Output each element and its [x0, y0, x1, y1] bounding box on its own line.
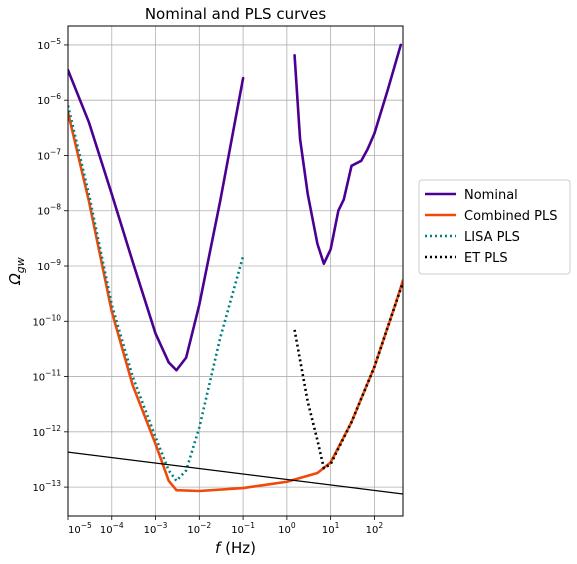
legend-frame: [418, 179, 571, 275]
nominal-line: [68, 68, 245, 372]
x-tick-label: 10−2: [187, 521, 211, 536]
x-tick-label: 10−1: [231, 521, 255, 536]
y-axis-label: Ωgw: [6, 257, 27, 285]
y-tick-label: 10−6: [37, 92, 61, 107]
legend: Nominal Combined PLS LISA PLS ET PLS: [418, 179, 571, 275]
et-pls-line: [293, 282, 403, 470]
x-axis: 10−5 10−4 10−3 10−2 10−1 100 101 102: [67, 516, 384, 536]
chart-title: Nominal and PLS curves: [145, 5, 327, 23]
legend-label-nominal: Nominal: [464, 188, 518, 203]
y-tick-label: 10−5: [37, 37, 61, 52]
combined-pls-line: [68, 111, 403, 493]
plot-frame: [67, 25, 404, 517]
y-tick-label: 10−12: [32, 424, 61, 439]
y-axis: 10−13 10−12 10−11 10−10 10−9 10−8 10−7 10−6 10−5: [32, 37, 68, 494]
y-tick-label: 10−8: [37, 203, 61, 218]
lisa-pls-line: [68, 105, 245, 483]
nominal-line: [293, 43, 403, 266]
y-tick-label: 10−7: [37, 147, 61, 162]
grid: [67, 26, 403, 516]
x-tick-label: 100: [278, 521, 296, 536]
reference-line: [68, 451, 403, 495]
y-tick-label: 10−9: [37, 258, 61, 273]
legend-label-et-pls: ET PLS: [464, 251, 508, 266]
x-tick-label: 10−5: [68, 521, 92, 536]
x-tick-label: 10−4: [100, 521, 124, 536]
x-axis-label: f (Hz): [215, 539, 256, 557]
x-tick-label: 101: [322, 521, 340, 536]
x-tick-label: 102: [366, 521, 384, 536]
legend-label-combined-pls: Combined PLS: [464, 209, 558, 224]
series-layer: [68, 43, 403, 495]
x-tick-label: 10−3: [144, 521, 168, 536]
y-tick-label: 10−11: [32, 369, 61, 384]
legend-label-lisa-pls: LISA PLS: [464, 230, 520, 245]
y-tick-label: 10−10: [32, 313, 61, 328]
y-tick-label: 10−13: [32, 479, 61, 494]
